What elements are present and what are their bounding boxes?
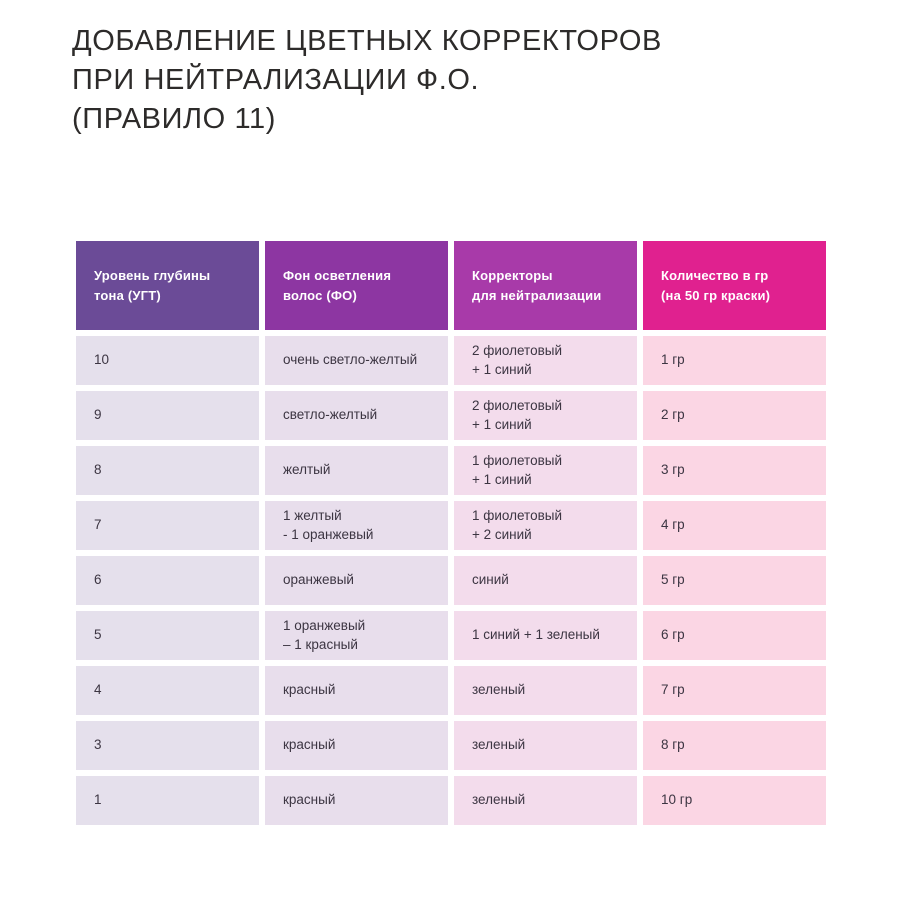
cell-ugt: 9 — [76, 391, 259, 440]
cell-amount: 5 гр — [643, 556, 826, 605]
header-correctors: Корректоры для нейтрализации — [454, 241, 637, 330]
cell-background-tone: светло-желтый — [265, 391, 448, 440]
cell-amount: 7 гр — [643, 666, 826, 715]
cell-amount: 4 гр — [643, 501, 826, 550]
cell-amount: 3 гр — [643, 446, 826, 495]
cell-background-tone: красный — [265, 666, 448, 715]
cell-background-tone: оранжевый — [265, 556, 448, 605]
cell-background-tone: 1 желтый - 1 оранжевый — [265, 501, 448, 550]
cell-ugt: 4 — [76, 666, 259, 715]
header-background-tone: Фон осветления волос (ФО) — [265, 241, 448, 330]
cell-amount: 6 гр — [643, 611, 826, 660]
cell-corrector: 2 фиолетовый + 1 синий — [454, 336, 637, 385]
cell-corrector: 1 фиолетовый + 2 синий — [454, 501, 637, 550]
cell-ugt: 10 — [76, 336, 259, 385]
cell-corrector: зеленый — [454, 666, 637, 715]
cell-corrector: 1 синий + 1 зеленый — [454, 611, 637, 660]
cell-ugt: 8 — [76, 446, 259, 495]
cell-background-tone: 1 оранжевый – 1 красный — [265, 611, 448, 660]
cell-background-tone: красный — [265, 721, 448, 770]
cell-amount: 2 гр — [643, 391, 826, 440]
page-title: ДОБАВЛЕНИЕ ЦВЕТНЫХ КОРРЕКТОРОВ ПРИ НЕЙТР… — [72, 25, 662, 135]
cell-corrector: зеленый — [454, 776, 637, 825]
cell-corrector: синий — [454, 556, 637, 605]
cell-ugt: 7 — [76, 501, 259, 550]
cell-ugt: 3 — [76, 721, 259, 770]
cell-corrector: 1 фиолетовый + 1 синий — [454, 446, 637, 495]
cell-ugt: 6 — [76, 556, 259, 605]
cell-corrector: зеленый — [454, 721, 637, 770]
cell-background-tone: очень светло-желтый — [265, 336, 448, 385]
cell-background-tone: красный — [265, 776, 448, 825]
correctors-table: Уровень глубины тона (УГТ) Фон осветлени… — [76, 241, 826, 825]
header-amount: Количество в гр (на 50 гр краски) — [643, 241, 826, 330]
cell-amount: 1 гр — [643, 336, 826, 385]
header-ugt: Уровень глубины тона (УГТ) — [76, 241, 259, 330]
cell-ugt: 5 — [76, 611, 259, 660]
cell-background-tone: желтый — [265, 446, 448, 495]
cell-amount: 10 гр — [643, 776, 826, 825]
cell-amount: 8 гр — [643, 721, 826, 770]
cell-corrector: 2 фиолетовый + 1 синий — [454, 391, 637, 440]
cell-ugt: 1 — [76, 776, 259, 825]
